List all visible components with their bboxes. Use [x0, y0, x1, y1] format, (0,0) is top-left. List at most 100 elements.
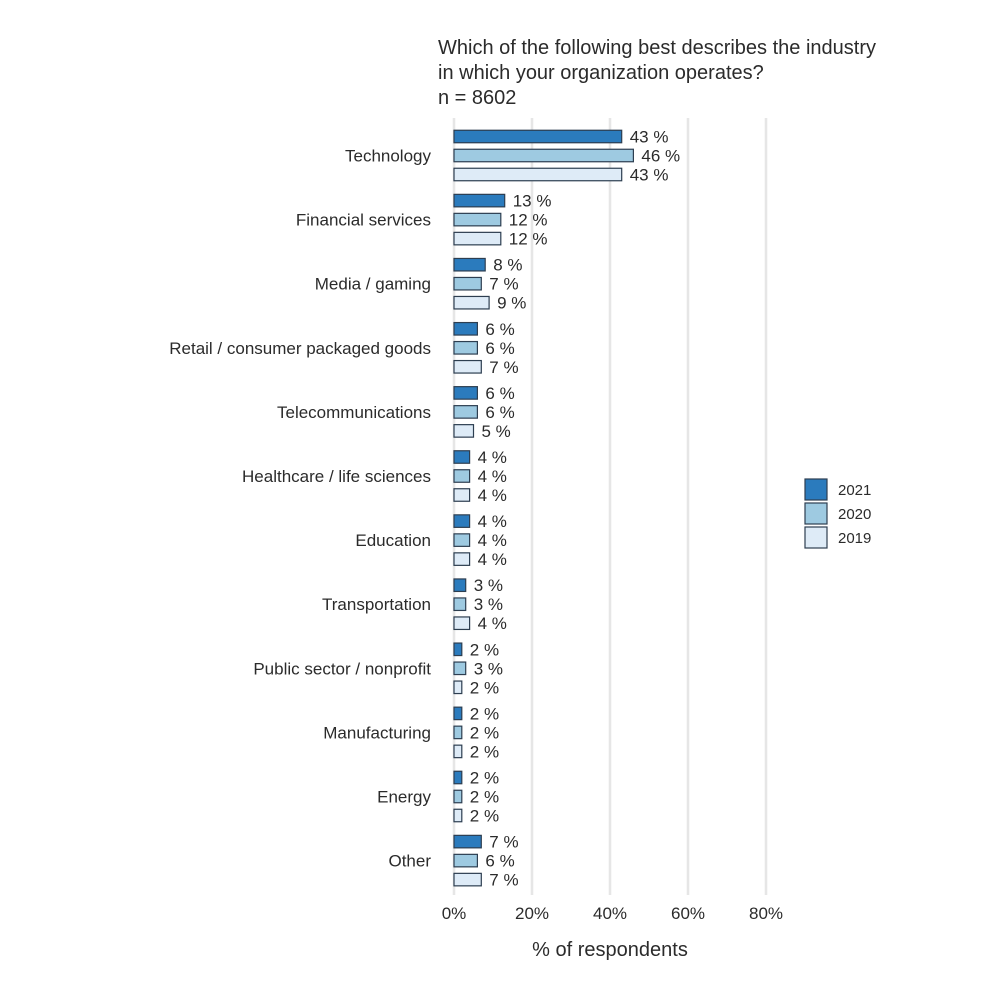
bar-2019-telecommunications	[453, 424, 475, 438]
bar-2020-transportation	[453, 597, 467, 612]
data-label: 4 %	[478, 448, 507, 467]
bar-2021-healthcare-life-sciences	[453, 450, 471, 464]
data-label: 43 %	[630, 128, 669, 147]
data-label: 6 %	[485, 403, 514, 422]
bar-2020-education	[453, 533, 471, 547]
bar-2019-education	[453, 552, 471, 566]
data-label: 4 %	[478, 467, 507, 486]
category-label: Telecommunications	[277, 403, 431, 422]
legend-swatch-2021	[804, 478, 828, 501]
legend-swatch-2020	[804, 502, 828, 525]
bar-2021-education	[453, 514, 471, 528]
bar-2021-financial-services	[453, 193, 506, 208]
data-label: 2 %	[470, 769, 499, 788]
category-label: Education	[355, 531, 431, 550]
category-label: Other	[388, 852, 431, 871]
bar-2021-public-sector-nonprofit	[453, 642, 463, 657]
category-label: Public sector / nonprofit	[253, 659, 431, 678]
bar-2021-manufacturing	[453, 706, 463, 721]
bar-2019-other	[453, 872, 482, 887]
category-label: Media / gaming	[315, 275, 431, 294]
data-label: 4 %	[478, 614, 507, 633]
bar-2020-telecommunications	[453, 405, 478, 419]
bar-2020-technology	[453, 148, 634, 163]
category-label: Technology	[345, 147, 432, 166]
chart-title-line-1: Which of the following best describes th…	[438, 37, 876, 59]
data-label: 43 %	[630, 166, 669, 185]
x-tick-label: 60%	[671, 904, 705, 923]
data-label: 6 %	[485, 384, 514, 403]
labels: Technology 43 %46 %43 % Financial services…	[169, 128, 680, 890]
data-label: 6 %	[485, 320, 514, 339]
bar-2019-healthcare-life-sciences	[453, 488, 471, 502]
data-label: 2 %	[470, 807, 499, 826]
x-tick-label: 80%	[749, 904, 783, 923]
data-label: 12 %	[509, 211, 548, 230]
bar-2019-financial-services	[453, 231, 502, 246]
bar-2021-technology	[453, 129, 623, 144]
legend-label-2020: 2020	[838, 506, 871, 523]
data-label: 2 %	[470, 704, 499, 723]
category-label: Healthcare / life sciences	[242, 467, 431, 486]
bar-2020-public-sector-nonprofit	[453, 661, 467, 676]
data-label: 2 %	[470, 723, 499, 742]
bar-2019-energy	[453, 808, 463, 823]
bar-2020-retail-consumer-packaged-goods	[453, 340, 478, 355]
category-label: Manufacturing	[323, 723, 431, 742]
data-label: 9 %	[497, 294, 526, 313]
bar-2019-media-gaming	[453, 295, 490, 310]
data-label: 2 %	[470, 742, 499, 761]
data-label: 2 %	[470, 640, 499, 659]
data-label: 2 %	[470, 788, 499, 807]
bar-2021-other	[453, 834, 482, 849]
data-label: 7 %	[489, 275, 518, 294]
bar-2021-media-gaming	[453, 257, 486, 272]
data-label: 2 %	[470, 678, 499, 697]
category-label: Retail / consumer packaged goods	[169, 339, 431, 358]
bar-2019-manufacturing	[453, 744, 463, 759]
data-label: 4 %	[478, 550, 507, 569]
data-label: 7 %	[489, 871, 518, 890]
bar-2020-energy	[453, 789, 463, 804]
x-tick-label: 20%	[515, 904, 549, 923]
bar-2021-telecommunications	[453, 386, 478, 400]
bar-2020-manufacturing	[453, 725, 463, 740]
legend-label-2021: 2021	[838, 482, 871, 499]
x-tick-label: 40%	[593, 904, 627, 923]
data-label: 13 %	[513, 192, 552, 211]
data-label: 7 %	[489, 358, 518, 377]
data-label: 7 %	[489, 833, 518, 852]
chart-subtitle-n: n = 8602	[438, 87, 517, 109]
category-label: Transportation	[322, 595, 431, 614]
data-label: 4 %	[478, 486, 507, 505]
gridlines: 0% 20% 40% 60% 80% % of respondents	[442, 118, 783, 961]
data-label: 3 %	[474, 659, 503, 678]
bar-2021-energy	[453, 770, 463, 785]
data-label: 8 %	[493, 256, 522, 275]
bars	[453, 129, 634, 887]
bar-2021-retail-consumer-packaged-goods	[453, 321, 478, 336]
data-label: 3 %	[474, 576, 503, 595]
chart-title-line-2: in which your organization operates?	[438, 62, 764, 84]
data-label: 5 %	[482, 422, 511, 441]
bar-2020-financial-services	[453, 212, 502, 227]
data-label: 12 %	[509, 230, 548, 249]
legend-swatch-2019	[804, 526, 828, 549]
category-label: Energy	[377, 788, 431, 807]
bar-2020-other	[453, 853, 478, 868]
category-label: Financial services	[296, 211, 431, 230]
bar-2019-technology	[453, 167, 623, 182]
bar-2020-media-gaming	[453, 276, 482, 291]
data-label: 3 %	[474, 595, 503, 614]
data-label: 6 %	[485, 339, 514, 358]
data-label: 46 %	[641, 147, 680, 166]
data-label: 4 %	[478, 531, 507, 550]
legend-label-2019: 2019	[838, 530, 871, 547]
bar-2020-healthcare-life-sciences	[453, 469, 471, 483]
data-label: 6 %	[485, 852, 514, 871]
legend: 2021 2020 2019	[804, 478, 871, 549]
x-tick-label: 0%	[442, 904, 467, 923]
data-label: 4 %	[478, 512, 507, 531]
bar-2019-public-sector-nonprofit	[453, 680, 463, 695]
